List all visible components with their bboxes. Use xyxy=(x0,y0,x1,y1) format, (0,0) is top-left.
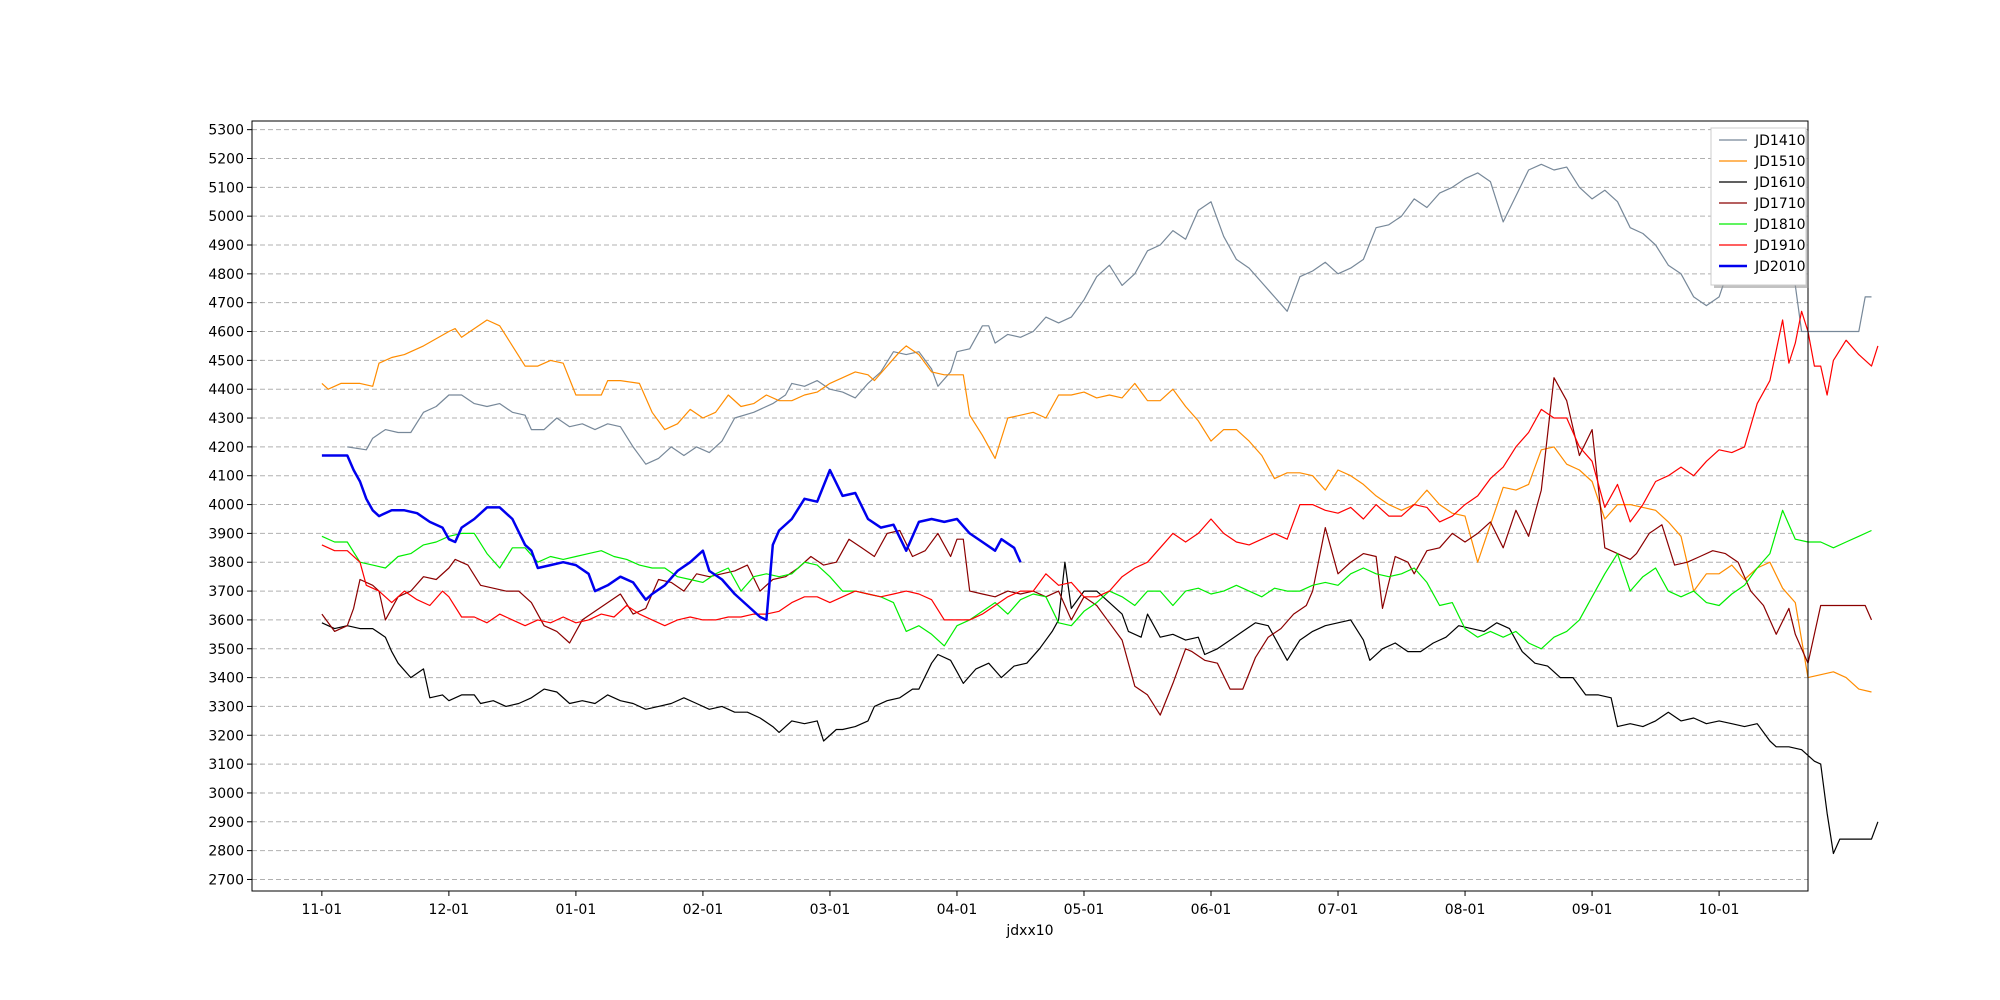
series-line-jd1810 xyxy=(321,509,1872,650)
y-tick-label: 4300 xyxy=(208,411,244,427)
series-line-jd1910 xyxy=(321,310,1879,627)
y-tick-label: 2800 xyxy=(208,844,244,860)
x-tick-label: 04-01 xyxy=(937,902,978,918)
x-axis-title: jdxx10 xyxy=(1005,923,1053,939)
y-tick-label: 3200 xyxy=(208,728,244,744)
y-tick-label: 3900 xyxy=(208,526,244,542)
x-tick-label: 10-01 xyxy=(1699,902,1740,918)
gridlines xyxy=(252,129,1808,880)
y-tick-label: 4900 xyxy=(208,238,244,254)
y-tick-label: 2900 xyxy=(208,815,244,831)
y-tick-label: 4700 xyxy=(208,296,244,312)
x-tick-label: 03-01 xyxy=(810,902,851,918)
y-tick-label: 3300 xyxy=(208,699,244,715)
legend-box xyxy=(1710,127,1807,286)
x-tick-label: 06-01 xyxy=(1191,902,1232,918)
y-tick-label: 3500 xyxy=(208,642,244,658)
y-tick-label: 3000 xyxy=(208,786,244,802)
y-tick-label: 3100 xyxy=(208,757,244,773)
x-tick-label: 08-01 xyxy=(1445,902,1486,918)
y-tick-label: 5100 xyxy=(208,180,244,196)
x-axis: 11-01 12-01 01-01 02-01 03-01 04-01 05-01 06-01… xyxy=(302,891,1740,918)
y-tick-label: 4600 xyxy=(208,325,244,341)
x-tick-label: 07-01 xyxy=(1318,902,1359,918)
y-tick-label: 3600 xyxy=(208,613,244,629)
y-tick-label: 5300 xyxy=(208,123,244,139)
y-axis: 2700 2800 2900 3000 3100 3200 3300 3400 3500 3600… xyxy=(208,123,252,888)
legend-label: JD2010 xyxy=(1754,259,1806,275)
y-tick-label: 5200 xyxy=(208,151,244,167)
y-tick-label: 5000 xyxy=(208,209,244,225)
series-line-jd1510 xyxy=(321,319,1872,693)
x-tick-label: 12-01 xyxy=(429,902,470,918)
y-tick-label: 4000 xyxy=(208,498,244,514)
y-tick-label: 4200 xyxy=(208,440,244,456)
y-tick-label: 4100 xyxy=(208,469,244,485)
series-line-jd1710 xyxy=(321,377,1873,716)
legend: JD1410 JD1510 JD1610 JD1710 JD1810 JD1910 JD20… xyxy=(1710,127,1809,288)
x-tick-label: 11-01 xyxy=(302,902,343,918)
y-tick-label: 4400 xyxy=(208,382,244,398)
series-line-jd2010 xyxy=(321,454,1022,622)
y-tick-label: 3400 xyxy=(208,671,244,687)
x-tick-label: 05-01 xyxy=(1064,902,1105,918)
y-tick-label: 3800 xyxy=(208,555,244,571)
legend-label: JD1810 xyxy=(1754,217,1806,233)
x-tick-label: 09-01 xyxy=(1572,902,1613,918)
y-tick-label: 3700 xyxy=(208,584,244,600)
series-line-jd1410 xyxy=(347,163,1872,465)
y-tick-label: 2700 xyxy=(208,872,244,888)
legend-label: JD1510 xyxy=(1754,154,1806,170)
y-tick-label: 4500 xyxy=(208,353,244,369)
series-line-jd1610 xyxy=(321,561,1879,855)
legend-label: JD1710 xyxy=(1754,196,1806,212)
legend-label: JD1910 xyxy=(1754,238,1806,254)
plot-frame xyxy=(251,120,1809,892)
x-tick-label: 01-01 xyxy=(556,902,597,918)
legend-label: JD1610 xyxy=(1754,175,1806,191)
y-tick-label: 4800 xyxy=(208,267,244,283)
series-layer xyxy=(321,163,1879,855)
legend-label: JD1410 xyxy=(1754,133,1806,149)
x-tick-label: 02-01 xyxy=(683,902,724,918)
